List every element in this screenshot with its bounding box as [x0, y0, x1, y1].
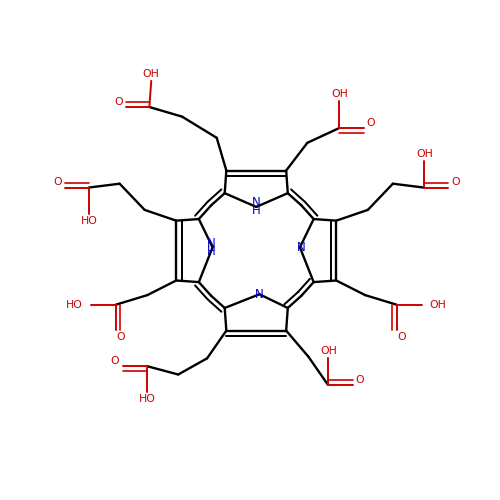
- Text: HO: HO: [81, 216, 98, 226]
- Text: N: N: [207, 237, 216, 250]
- Text: OH: OH: [430, 300, 446, 310]
- Text: O: O: [111, 356, 120, 366]
- Text: O: O: [53, 177, 62, 187]
- Text: H: H: [252, 204, 260, 218]
- Text: O: O: [398, 332, 406, 342]
- Text: HO: HO: [139, 394, 156, 404]
- Text: OH: OH: [416, 150, 433, 160]
- Text: OH: OH: [320, 346, 337, 356]
- Text: OH: OH: [331, 88, 348, 99]
- Text: N: N: [255, 288, 264, 300]
- Text: O: O: [117, 332, 126, 342]
- Text: HO: HO: [66, 300, 83, 310]
- Text: H: H: [207, 245, 216, 258]
- Text: N: N: [297, 241, 306, 254]
- Text: OH: OH: [143, 69, 160, 79]
- Text: O: O: [366, 118, 375, 128]
- Text: O: O: [451, 177, 460, 187]
- Text: N: N: [252, 196, 260, 209]
- Text: O: O: [356, 375, 364, 385]
- Text: O: O: [114, 96, 123, 106]
